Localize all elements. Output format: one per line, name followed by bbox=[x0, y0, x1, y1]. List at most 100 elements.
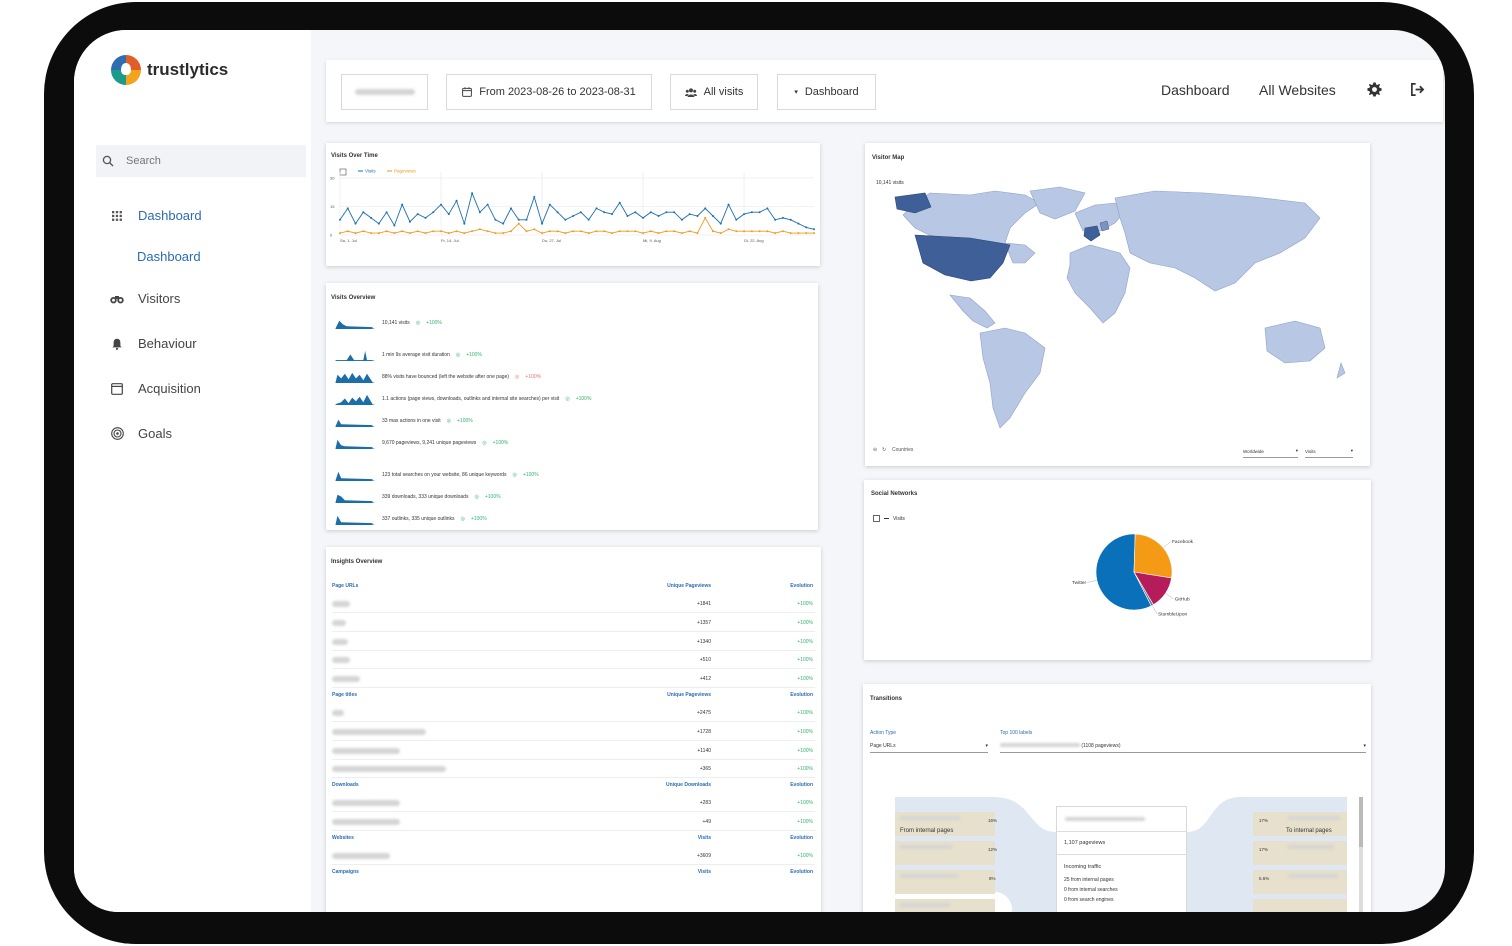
data-point-visits[interactable] bbox=[509, 207, 512, 210]
sidebar-item-acquisition[interactable]: Acquisition bbox=[110, 381, 201, 396]
data-point-pageviews[interactable] bbox=[408, 232, 411, 235]
data-point-pageviews[interactable] bbox=[564, 232, 567, 235]
data-point-pageviews[interactable] bbox=[579, 230, 582, 233]
data-point-visits[interactable] bbox=[704, 207, 707, 210]
data-point-pageviews[interactable] bbox=[797, 232, 800, 235]
segment-button[interactable]: All visits bbox=[670, 74, 758, 110]
data-point-pageviews[interactable] bbox=[774, 232, 777, 235]
data-point-pageviews[interactable] bbox=[618, 230, 621, 233]
data-point-visits[interactable] bbox=[377, 222, 380, 225]
table-row[interactable]: +412 +100% bbox=[332, 670, 815, 689]
overview-row[interactable]: 33 max actions in one visit ◎ +100% bbox=[334, 415, 473, 427]
data-point-visits[interactable] bbox=[696, 215, 699, 217]
data-point-visits[interactable] bbox=[385, 211, 388, 214]
data-point-visits[interactable] bbox=[564, 218, 567, 221]
data-point-visits[interactable] bbox=[711, 215, 714, 217]
series-line-pageviews[interactable] bbox=[339, 216, 814, 234]
data-point-pageviews[interactable] bbox=[610, 232, 613, 235]
data-point-pageviews[interactable] bbox=[680, 232, 683, 235]
dashboard-select[interactable]: ▾ Dashboard bbox=[777, 74, 876, 110]
world-map[interactable] bbox=[875, 183, 1365, 433]
sidebar-item-behaviour[interactable]: Behaviour bbox=[110, 336, 197, 351]
table-row[interactable]: +1340 +100% bbox=[332, 633, 815, 651]
data-point-pageviews[interactable] bbox=[424, 232, 427, 235]
data-point-visits[interactable] bbox=[463, 222, 466, 225]
data-point-pageviews[interactable] bbox=[642, 232, 645, 235]
data-point-visits[interactable] bbox=[774, 218, 777, 221]
nav-link-dashboard[interactable]: Dashboard bbox=[1161, 82, 1230, 98]
chart-export-icon[interactable] bbox=[339, 168, 347, 176]
data-point-pageviews[interactable] bbox=[432, 230, 435, 233]
data-point-pageviews[interactable] bbox=[455, 230, 458, 233]
map-africa[interactable] bbox=[1066, 244, 1131, 324]
data-point-pageviews[interactable] bbox=[704, 216, 707, 219]
data-point-pageviews[interactable] bbox=[696, 232, 699, 235]
data-point-visits[interactable] bbox=[401, 203, 404, 206]
map-australia[interactable] bbox=[1264, 320, 1326, 364]
map-new-zealand[interactable] bbox=[1336, 362, 1346, 379]
data-point-pageviews[interactable] bbox=[688, 230, 691, 233]
data-point-visits[interactable] bbox=[750, 211, 753, 214]
data-point-pageviews[interactable] bbox=[471, 230, 474, 233]
data-point-visits[interactable] bbox=[634, 211, 637, 214]
table-row[interactable]: +2475 +100% bbox=[332, 704, 815, 722]
data-point-pageviews[interactable] bbox=[556, 230, 559, 233]
map-united-states[interactable] bbox=[914, 234, 1011, 282]
map-greenland[interactable] bbox=[1029, 186, 1086, 220]
table-row[interactable]: +49 +100% bbox=[332, 813, 815, 831]
data-point-pageviews[interactable] bbox=[603, 230, 606, 233]
data-point-visits[interactable] bbox=[789, 218, 792, 221]
data-point-visits[interactable] bbox=[556, 211, 559, 214]
data-point-visits[interactable] bbox=[610, 213, 613, 216]
data-point-visits[interactable] bbox=[362, 211, 365, 214]
map-germany[interactable] bbox=[1099, 220, 1110, 232]
nav-link-all-websites[interactable]: All Websites bbox=[1259, 82, 1336, 98]
data-point-pageviews[interactable] bbox=[385, 230, 388, 233]
data-point-pageviews[interactable] bbox=[401, 230, 404, 233]
logout-icon[interactable] bbox=[1410, 82, 1425, 97]
visits-over-time-chart[interactable]: 30 15 0 Sa, 1. Jul Fr, 14. Jul Do, 27. Jul Mi,… bbox=[326, 163, 820, 266]
sidebar-item-visitors[interactable]: Visitors bbox=[110, 291, 180, 306]
map-south-america[interactable] bbox=[979, 327, 1046, 429]
data-point-pageviews[interactable] bbox=[781, 230, 784, 233]
data-point-pageviews[interactable] bbox=[370, 232, 373, 235]
data-point-pageviews[interactable] bbox=[711, 230, 714, 233]
data-point-visits[interactable] bbox=[533, 196, 536, 198]
overview-row[interactable]: 1 min 9s average visit duration ◎ +100% bbox=[334, 349, 482, 361]
table-row[interactable]: +1357 +100% bbox=[332, 614, 815, 632]
data-point-pageviews[interactable] bbox=[789, 232, 792, 235]
data-point-visits[interactable] bbox=[805, 226, 808, 229]
sidebar-item-goals[interactable]: Goals bbox=[110, 426, 172, 441]
map-asia[interactable] bbox=[1114, 190, 1321, 292]
data-point-visits[interactable] bbox=[781, 216, 784, 219]
data-point-visits[interactable] bbox=[525, 218, 528, 221]
data-point-visits[interactable] bbox=[346, 207, 349, 210]
data-point-visits[interactable] bbox=[688, 213, 691, 216]
data-point-pageviews[interactable] bbox=[750, 230, 753, 233]
data-point-visits[interactable] bbox=[649, 211, 652, 214]
data-point-visits[interactable] bbox=[354, 222, 357, 225]
data-point-visits[interactable] bbox=[603, 211, 606, 214]
overview-row[interactable]: 337 outlinks, 335 unique outlinks ◎ +100% bbox=[334, 513, 487, 525]
search-input[interactable] bbox=[126, 155, 276, 167]
section-title[interactable]: Campaigns bbox=[332, 868, 359, 875]
map-greenland-east[interactable] bbox=[1004, 242, 1036, 264]
data-point-pageviews[interactable] bbox=[447, 232, 450, 235]
data-point-visits[interactable] bbox=[572, 215, 575, 217]
data-point-pageviews[interactable] bbox=[626, 230, 629, 233]
data-point-visits[interactable] bbox=[727, 203, 730, 206]
data-point-visits[interactable] bbox=[447, 213, 450, 216]
data-point-visits[interactable] bbox=[416, 213, 419, 216]
overview-row[interactable]: 10,141 visits ◎ +100% bbox=[334, 317, 442, 329]
data-point-visits[interactable] bbox=[541, 222, 544, 225]
data-point-visits[interactable] bbox=[339, 218, 341, 221]
data-point-visits[interactable] bbox=[673, 211, 676, 214]
data-point-pageviews[interactable] bbox=[354, 232, 357, 235]
scrollbar-thumb[interactable] bbox=[1359, 797, 1363, 847]
map-alaska[interactable] bbox=[894, 192, 932, 214]
table-row[interactable]: +283 +100% bbox=[332, 794, 815, 813]
data-point-pageviews[interactable] bbox=[541, 232, 544, 235]
data-point-pageviews[interactable] bbox=[517, 222, 520, 225]
logo[interactable]: trustlytics bbox=[111, 55, 228, 85]
flow-right-item[interactable] bbox=[1253, 899, 1347, 912]
